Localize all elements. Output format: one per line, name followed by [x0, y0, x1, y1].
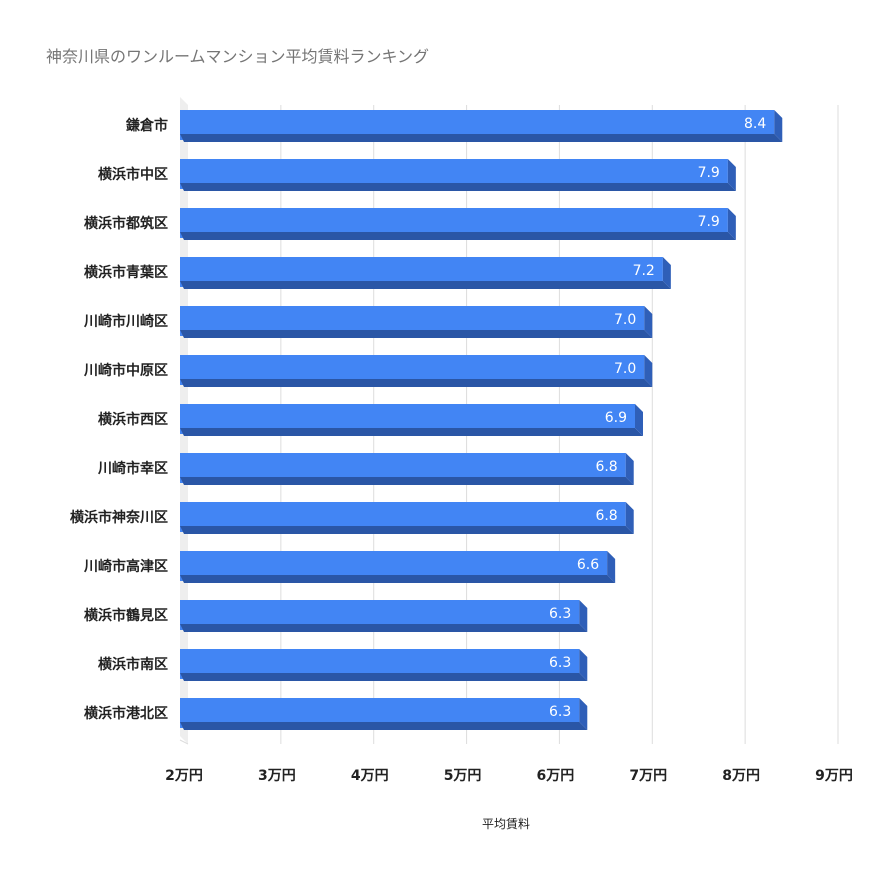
bar — [180, 355, 653, 387]
bar-value-label: 7.2 — [633, 263, 655, 279]
bar-side — [727, 159, 736, 191]
bar — [180, 208, 736, 240]
x-tick-label: 3万円 — [258, 768, 296, 784]
x-tick-label: 4万円 — [351, 768, 389, 784]
bar-value-label: 6.8 — [595, 459, 617, 475]
bar — [180, 551, 616, 583]
category-label: 横浜市中区 — [98, 166, 168, 183]
bar-side — [644, 355, 653, 387]
category-label: 横浜市西区 — [98, 411, 168, 428]
bar — [180, 600, 588, 632]
bar-bottom — [180, 281, 671, 289]
x-tick-label: 2万円 — [165, 768, 203, 784]
bar-bottom — [180, 477, 634, 485]
bar-side — [644, 306, 653, 338]
bar-value-label: 7.9 — [698, 165, 720, 181]
bar-side — [579, 649, 588, 681]
category-label: 鎌倉市 — [125, 117, 168, 134]
bar-bottom — [180, 673, 588, 681]
bar-value-label: 7.0 — [614, 312, 636, 328]
bar — [180, 502, 634, 534]
category-label: 川崎市川崎区 — [83, 313, 168, 330]
bar-value-label: 6.3 — [549, 606, 571, 622]
bar-layer: 8.4 7.9 7.9 7.2 7.0 7.0 6.9 6.8 6.8 6.6 6.3 6.3 6.3 — [180, 110, 783, 730]
category-label: 横浜市青葉区 — [84, 264, 168, 281]
bar-bottom — [180, 183, 736, 191]
bar-value-label: 6.3 — [549, 704, 571, 720]
category-label: 川崎市幸区 — [97, 460, 168, 477]
bar-bottom — [180, 428, 643, 436]
bar-bottom — [180, 134, 783, 142]
bar-side — [635, 404, 643, 436]
bar-side — [579, 698, 588, 730]
bar-value-label: 6.8 — [595, 508, 617, 524]
category-label: 横浜市鶴見区 — [84, 607, 168, 624]
category-label: 横浜市南区 — [98, 656, 168, 673]
x-tick-label: 6万円 — [537, 768, 575, 784]
tick-label-layer: 2万円 3万円 4万円 5万円 6万円 7万円 8万円 9万円 — [165, 768, 853, 784]
bar-value-label: 7.0 — [614, 361, 636, 377]
bar-bottom — [180, 575, 616, 583]
bar — [180, 698, 588, 730]
bar-side — [625, 453, 634, 485]
bar — [180, 257, 671, 289]
bar-bottom — [180, 526, 634, 534]
category-label: 横浜市神奈川区 — [70, 509, 168, 526]
bar-value-label: 6.9 — [605, 410, 627, 426]
bar-value-label: 6.6 — [577, 557, 599, 573]
bar — [180, 404, 643, 436]
bar-bottom — [180, 624, 588, 632]
x-axis-title: 平均賃料 — [482, 816, 530, 831]
bar-side — [579, 600, 588, 632]
bar-bottom — [180, 232, 736, 240]
x-tick-label: 5万円 — [444, 768, 482, 784]
category-label: 川崎市中原区 — [83, 362, 168, 379]
x-tick-label: 8万円 — [722, 768, 760, 784]
bar — [180, 159, 736, 191]
bar-bottom — [180, 379, 653, 387]
bar — [180, 649, 588, 681]
category-label: 川崎市高津区 — [83, 558, 168, 575]
bar-bottom — [180, 722, 588, 730]
bar — [180, 110, 783, 142]
bar-side — [774, 110, 783, 142]
bar-side — [625, 502, 634, 534]
bar-side — [662, 257, 671, 289]
bar — [180, 306, 653, 338]
chart-title: 神奈川県のワンルームマンション平均賃料ランキング — [46, 47, 429, 66]
bar-side — [607, 551, 616, 583]
bar-side — [727, 208, 736, 240]
bar-value-label: 6.3 — [549, 655, 571, 671]
category-label: 横浜市港北区 — [84, 705, 168, 722]
bar — [180, 453, 634, 485]
bar-bottom — [180, 330, 653, 338]
category-label: 横浜市都筑区 — [84, 215, 168, 232]
bar-value-label: 8.4 — [744, 116, 766, 132]
x-tick-label: 9万円 — [815, 768, 853, 784]
x-tick-label: 7万円 — [629, 768, 667, 784]
bar-value-label: 7.9 — [698, 214, 720, 230]
category-label-layer: 鎌倉市横浜市中区横浜市都筑区横浜市青葉区川崎市川崎区川崎市中原区横浜市西区川崎市… — [70, 117, 168, 722]
floor-edge — [179, 739, 189, 745]
